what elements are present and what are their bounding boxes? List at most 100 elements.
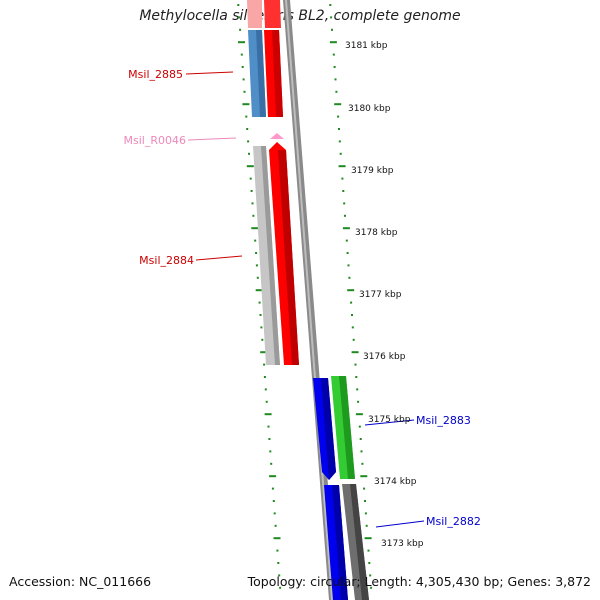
outer-ring-minor-tick [334,78,337,81]
outer-ring-minor-tick [345,239,348,242]
outer-ring-major-tick [364,537,372,540]
inner-ring-minor-tick [268,438,271,440]
inner-ring-minor-tick [274,524,277,527]
inner-ring-minor-tick [270,462,273,465]
outer-ring-minor-tick [329,4,332,6]
inner-ring-minor-tick [247,140,250,143]
inner-ring-minor-tick [258,301,261,304]
inner-ring-major-tick [260,351,268,354]
inner-ring-minor-tick [241,66,244,68]
outer-ring-minor-tick [359,438,362,440]
outer-ring-major-tick [338,165,346,168]
outer-ring-minor-tick [361,462,364,465]
feature-top-stub-pink [247,0,262,28]
outer-ring-minor-tick [330,16,333,19]
scale-label-3174: 3174 kbp [374,477,417,487]
scale-label-3173: 3173 kbp [381,539,424,549]
outer-ring-minor-tick [370,586,373,589]
inner-ring-minor-tick [271,487,274,490]
outer-ring-minor-tick [338,128,340,130]
outer-ring-minor-tick [354,363,357,366]
outer-ring-minor-tick [369,574,372,577]
gene-msil-2882-shade [332,485,348,600]
outer-ring-minor-tick [341,177,344,180]
inner-ring-minor-tick [242,78,245,81]
outer-ring-major-tick [360,475,368,478]
gene-green-cds-shade [339,376,355,479]
gene-msil-2884-shade [278,150,299,365]
gene-label-msil-2882: Msil_2882 [426,515,481,528]
inner-ring-minor-tick [259,314,262,316]
inner-ring-major-tick [242,103,250,106]
outer-tick-ring [329,4,373,589]
outer-ring-major-tick [355,413,363,416]
outer-ring-minor-tick [363,487,366,490]
outer-ring-minor-tick [356,388,359,391]
inner-ring-minor-tick [238,16,241,19]
gene-msil-2885-shade [256,30,266,117]
inner-ring-minor-tick [272,500,275,502]
inner-ring-major-tick [273,537,281,540]
rna-msil-r0046 [270,133,284,139]
gene-label-msil-2884: Msil_2884 [139,254,194,267]
outer-ring-minor-tick [368,562,371,564]
inner-ring-minor-tick [255,264,258,267]
genome-summary-label: Topology: circular; Length: 4,305,430 bp… [247,574,591,589]
inner-ring-minor-tick [240,53,243,56]
outer-ring-minor-tick [337,115,340,118]
outer-ring-minor-tick [338,140,341,143]
outer-ring-minor-tick [346,252,349,254]
inner-ring-minor-tick [255,252,258,254]
gene-gray-cds-shade [261,146,280,365]
inner-ring-minor-tick [254,239,257,242]
inner-ring-major-tick [269,475,277,478]
outer-ring-minor-tick [357,400,360,403]
inner-ring-minor-tick [264,388,267,391]
outer-ring-minor-tick [367,549,370,552]
inner-ring-minor-tick [278,574,281,577]
outer-ring-minor-tick [351,314,353,316]
outer-ring-minor-tick [333,66,336,68]
scale-label-3181: 3181 kbp [345,41,388,51]
scale-label-3179: 3179 kbp [351,166,394,176]
inner-ring-minor-tick [260,326,263,329]
outer-ring-minor-tick [335,90,338,93]
outer-ring-minor-tick [352,338,355,341]
scale-label-3177: 3177 kbp [359,290,402,300]
inner-ring-minor-tick [250,190,253,192]
outer-ring-major-tick [334,103,342,106]
outer-ring-minor-tick [331,28,333,31]
outer-ring-minor-tick [342,190,345,192]
inner-ring-minor-tick [239,28,242,31]
inner-ring-minor-tick [248,152,250,155]
inner-ring-minor-tick [243,90,246,93]
outer-ring-minor-tick [351,326,354,329]
inner-ring-major-tick [246,165,254,168]
inner-ring-minor-tick [279,586,282,589]
leader-msil-2883 [364,419,415,426]
inner-ring-minor-tick [269,450,272,453]
gene-red-strip-upper-shade [272,30,283,117]
outer-ring-minor-tick [364,512,367,515]
scale-label-3178: 3178 kbp [355,228,398,238]
gene-label-msil-2885: Msil_2885 [128,68,183,81]
outer-ring-major-tick [329,41,337,44]
outer-ring-major-tick [351,351,359,354]
outer-ring-minor-tick [332,53,335,56]
inner-ring-minor-tick [263,363,266,366]
accession-label: Accession: NC_011666 [9,574,152,589]
outer-ring-minor-tick [358,425,361,428]
inner-ring-minor-tick [267,425,270,428]
inner-ring-minor-tick [252,214,255,217]
inner-ring-major-tick [238,41,245,44]
outer-ring-minor-tick [355,376,358,378]
scale-label-3180: 3180 kbp [348,104,391,114]
inner-ring-minor-tick [237,4,240,6]
gene-label-msil-r0046: Msil_R0046 [124,134,186,147]
leader-msil-2882 [375,520,425,528]
gene-dark-cds-shade [350,484,369,600]
outer-ring-minor-tick [344,214,346,217]
inner-ring-minor-tick [246,128,249,130]
outer-ring-minor-tick [365,524,368,527]
